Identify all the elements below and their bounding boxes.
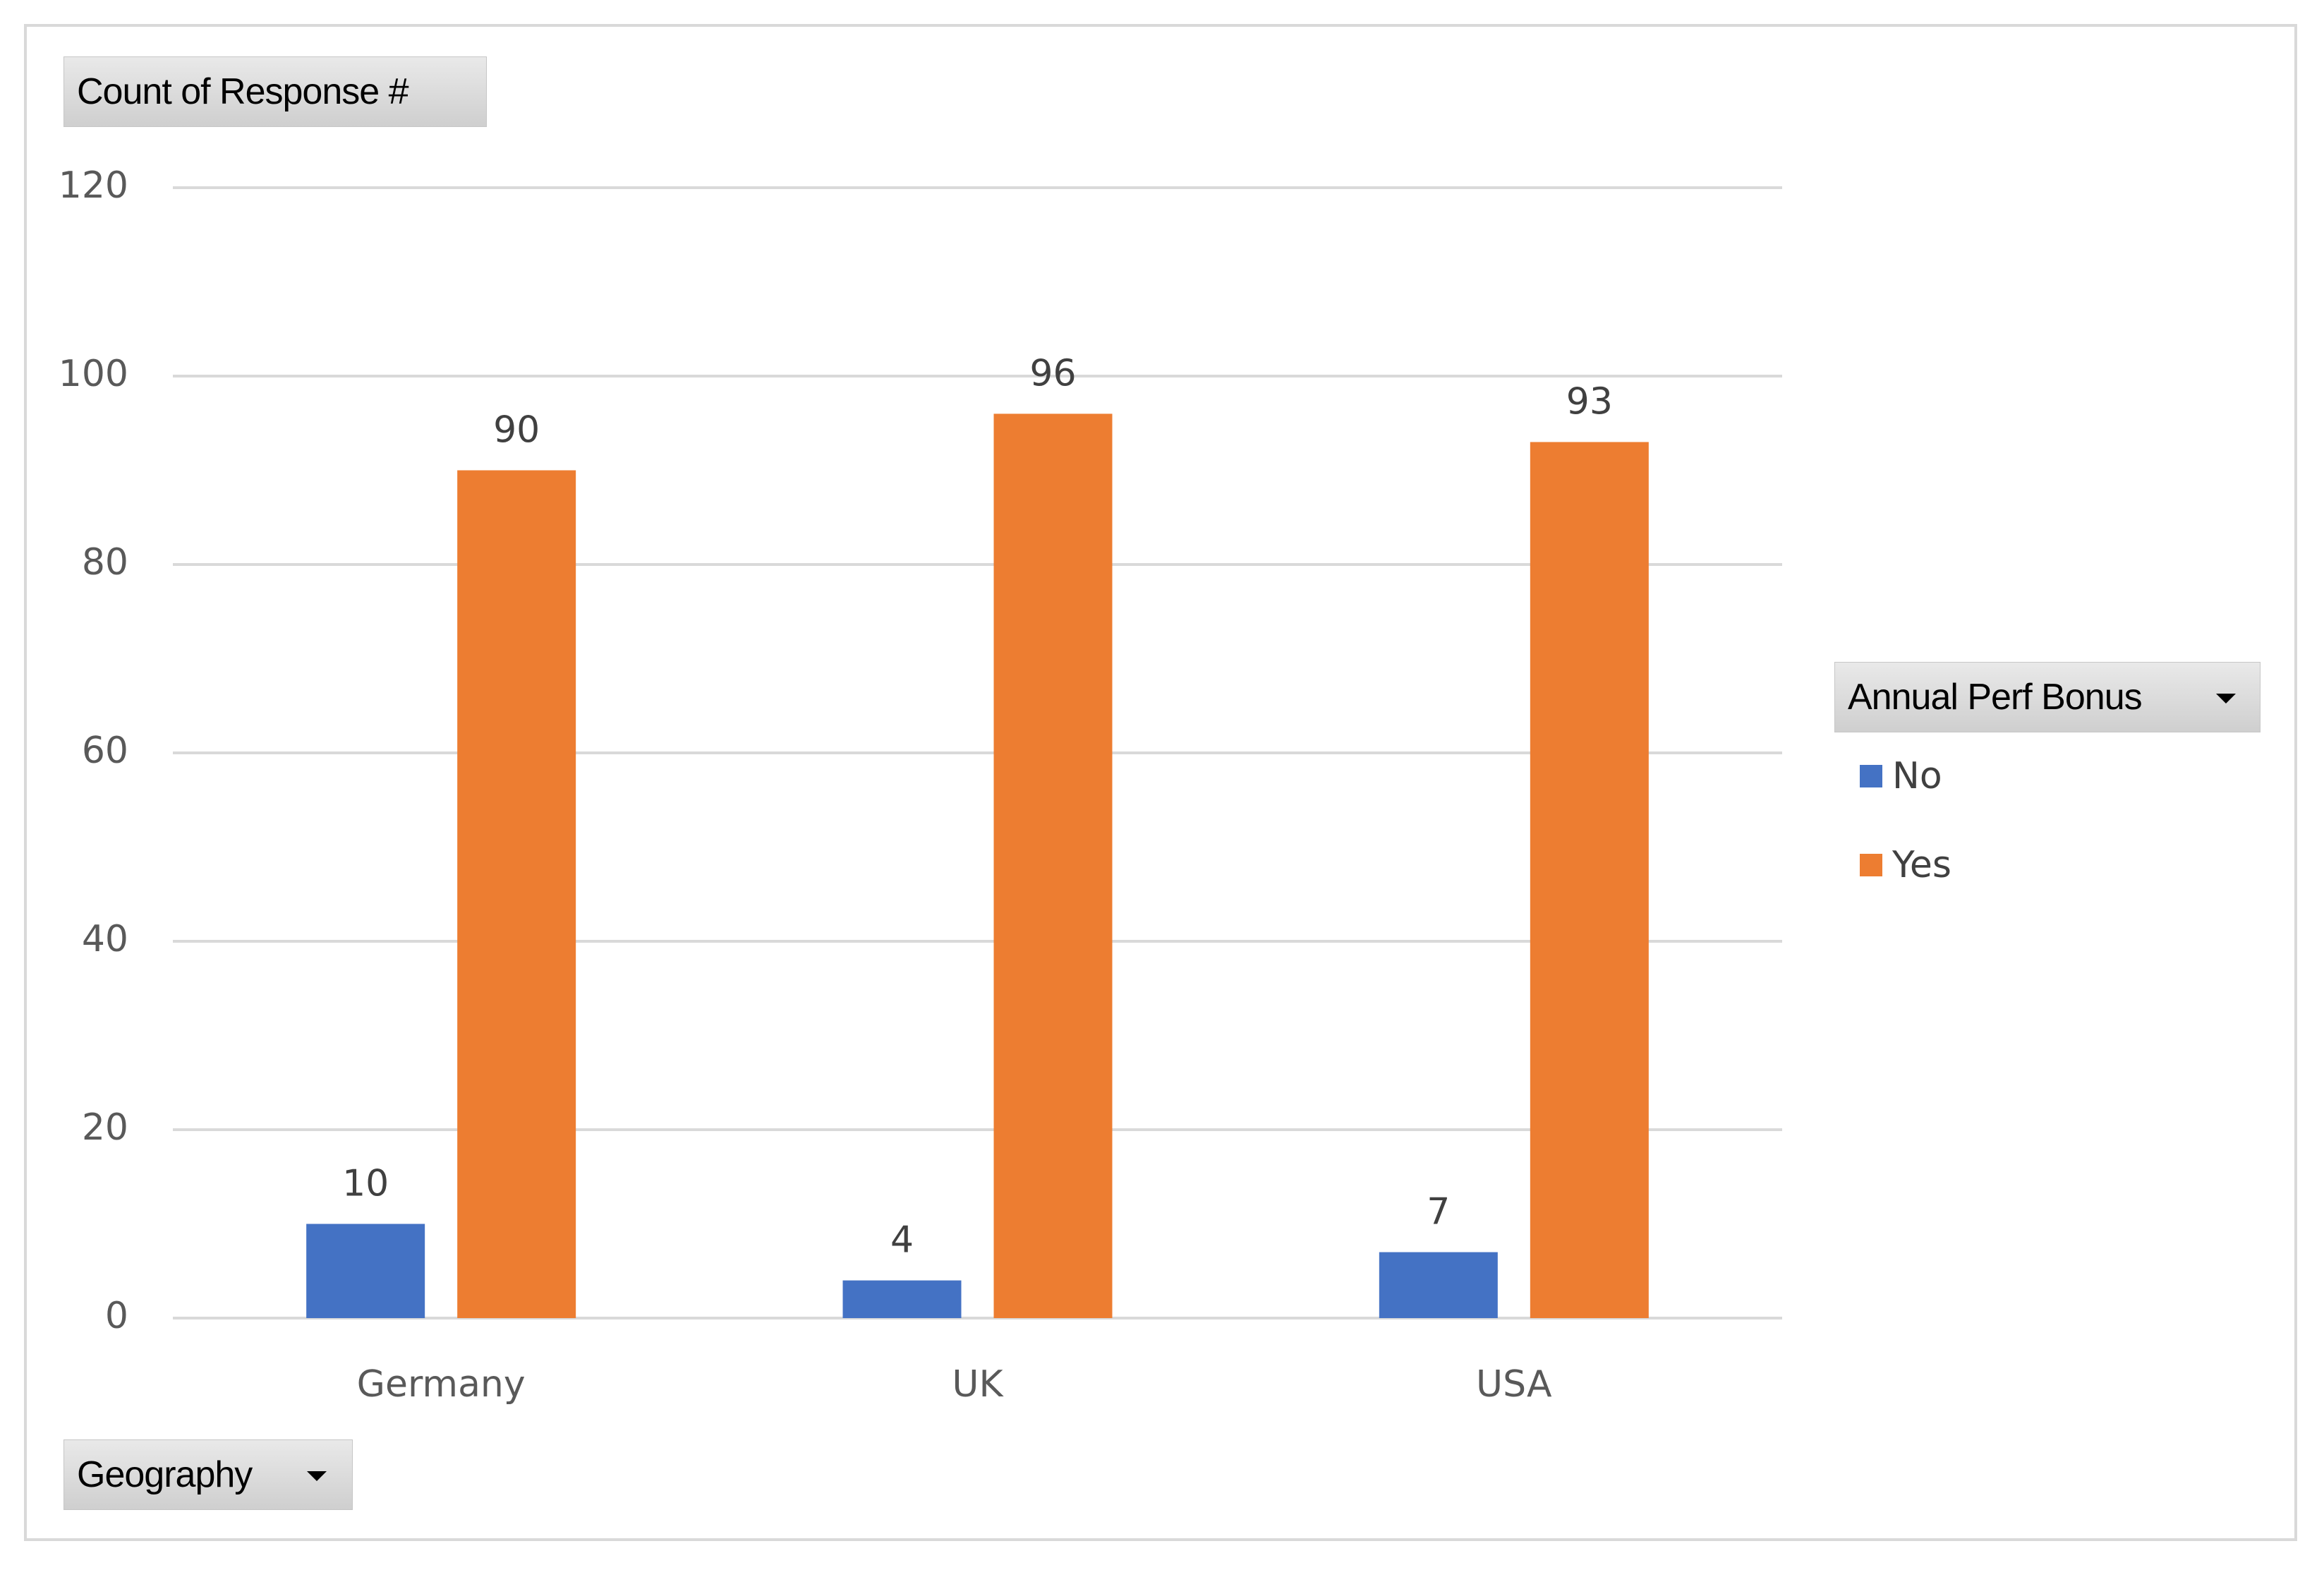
data-label-germany-yes: 90: [493, 409, 540, 452]
axis-field-label: Geography: [77, 1454, 253, 1495]
data-label-germany-no: 10: [342, 1163, 389, 1205]
y-tick-label-100: 100: [59, 353, 128, 395]
data-label-uk-no: 4: [890, 1219, 914, 1262]
gridlines: [173, 186, 1782, 1320]
x-tick-label-usa: USA: [1476, 1363, 1552, 1406]
data-label-uk-yes: 96: [1029, 352, 1076, 394]
y-tick-label-40: 40: [82, 918, 128, 960]
y-tick-label-80: 80: [82, 541, 128, 584]
legend-field-label: Annual Perf Bonus: [1848, 677, 2143, 718]
value-field-label: Count of Response #: [77, 71, 409, 112]
legend-swatch-no: [1860, 765, 1882, 787]
data-label-usa-yes: 93: [1566, 380, 1613, 423]
bar-germany-no: [306, 1224, 425, 1318]
data-labels: 10 90 4 96 7 93: [342, 352, 1613, 1261]
legend-label-no: No: [1892, 755, 1942, 797]
x-axis-tick-labels: Germany UK USA: [357, 1363, 1552, 1406]
y-tick-label-120: 120: [59, 164, 128, 207]
y-axis-tick-labels: 0 20 40 60 80 100 120: [59, 164, 128, 1337]
chevron-down-icon: [307, 1471, 327, 1481]
value-field-button[interactable]: Count of Response #: [63, 56, 487, 127]
bar-uk-yes: [993, 413, 1113, 1318]
data-label-usa-no: 7: [1427, 1191, 1450, 1233]
legend-item-no[interactable]: No: [1860, 755, 1942, 797]
y-tick-label-20: 20: [82, 1106, 128, 1149]
x-tick-label-germany: Germany: [357, 1363, 526, 1406]
bars: [306, 413, 1649, 1319]
y-tick-label-0: 0: [105, 1295, 128, 1337]
axis-field-button[interactable]: Geography: [63, 1439, 353, 1510]
x-tick-label-uk: UK: [952, 1363, 1004, 1406]
bar-uk-no: [842, 1280, 962, 1318]
legend-label-yes: Yes: [1892, 844, 1951, 886]
legend-item-yes[interactable]: Yes: [1860, 844, 1951, 886]
y-tick-label-60: 60: [82, 730, 128, 772]
legend-swatch-yes: [1860, 854, 1882, 876]
bar-usa-no: [1379, 1252, 1498, 1318]
legend-field-button[interactable]: Annual Perf Bonus: [1834, 662, 2261, 732]
bar-usa-yes: [1530, 442, 1649, 1319]
chevron-down-icon: [2216, 694, 2236, 704]
bar-germany-yes: [457, 470, 576, 1318]
